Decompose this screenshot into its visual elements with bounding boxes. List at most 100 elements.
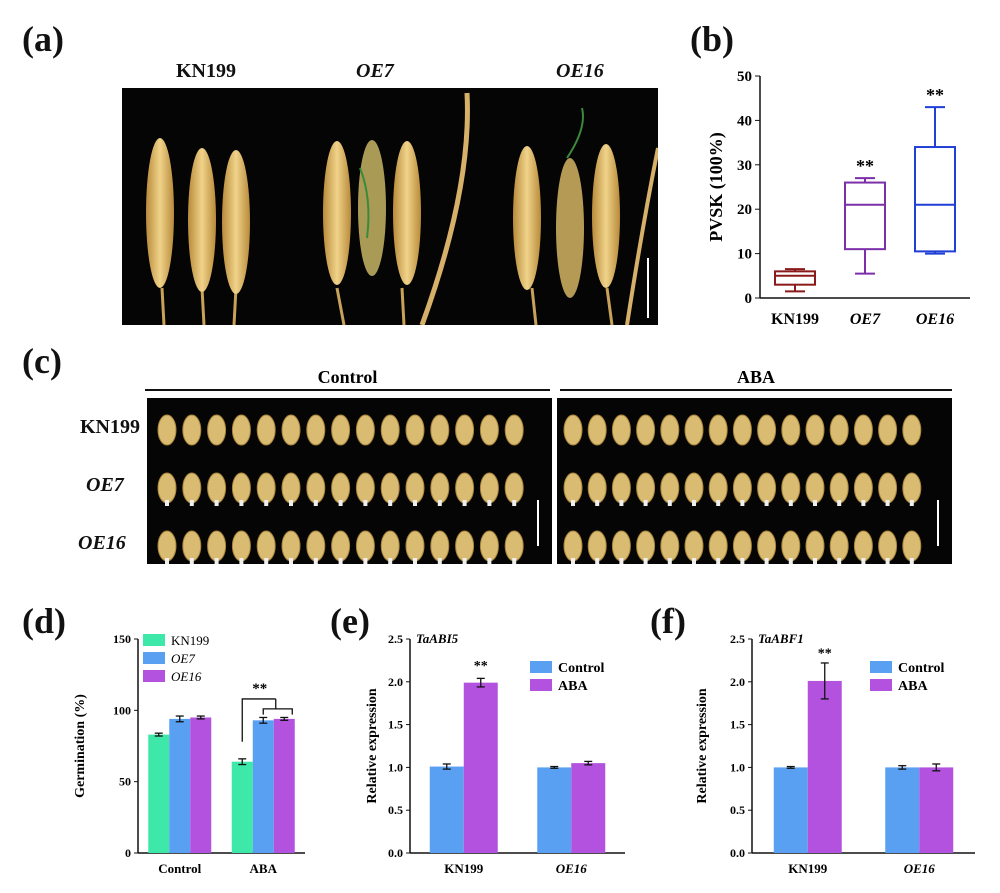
grain <box>157 414 177 446</box>
grain-root <box>861 558 866 564</box>
significance-bracket <box>241 698 276 742</box>
y-tick-label: 40 <box>737 113 752 129</box>
grain <box>805 414 825 446</box>
grain-root <box>813 500 817 506</box>
grain-root <box>338 500 343 506</box>
legend-swatch <box>530 679 552 691</box>
grain-root <box>289 558 293 564</box>
grain-root <box>716 558 721 564</box>
bar <box>919 767 954 853</box>
grain <box>611 414 631 446</box>
grain-root <box>788 500 793 506</box>
grain <box>256 530 276 562</box>
bar <box>885 767 920 853</box>
grain <box>684 530 704 562</box>
grain <box>757 530 777 562</box>
grain <box>611 530 631 562</box>
bar <box>429 766 464 853</box>
y-axis-label: PVSK (100%) <box>706 132 727 242</box>
panel-label-f: (f) <box>650 601 686 641</box>
genotype-label-oe16: OE16 <box>556 60 604 82</box>
grain <box>732 414 752 446</box>
grain-root <box>595 500 600 506</box>
grain-root <box>388 500 393 506</box>
grain-root <box>837 558 842 564</box>
grain <box>430 530 450 562</box>
grain-root <box>716 500 721 506</box>
grain <box>732 530 752 562</box>
grain <box>281 414 301 446</box>
grain <box>380 414 400 446</box>
grain <box>757 472 777 504</box>
panel-label-a: (a) <box>22 19 64 59</box>
y-tick-label: 20 <box>737 202 752 218</box>
y-tick-label: 150 <box>113 632 131 646</box>
grain <box>231 414 251 446</box>
box-body <box>774 270 816 286</box>
significance-marker: ** <box>926 85 944 105</box>
grain-root <box>861 500 866 506</box>
condition-label-control: Control <box>317 367 378 387</box>
grain-root <box>413 558 417 564</box>
grain <box>455 414 475 446</box>
grain-root <box>239 558 244 564</box>
grain-root <box>239 500 244 506</box>
x-tick-label: Control <box>158 861 201 876</box>
grain-illustration-aba <box>563 414 939 564</box>
grain-illustration-control <box>157 414 539 564</box>
legend-swatch <box>870 679 892 691</box>
grain <box>182 530 202 562</box>
grain <box>306 472 326 504</box>
grain <box>708 530 728 562</box>
legend-swatch <box>143 652 165 664</box>
bar <box>273 718 295 853</box>
chart-e: 0.0 0.5 1.0 1.5 2.0 2.5 Relative expression KN1… <box>365 631 625 876</box>
x-tick-label: OE16 <box>556 861 588 876</box>
grain-root <box>619 500 624 506</box>
y-tick-label: 1.0 <box>388 760 403 774</box>
grain-root <box>189 558 194 564</box>
bar <box>773 767 808 853</box>
grain <box>479 530 499 562</box>
grain <box>781 472 801 504</box>
panel-label-b: (b) <box>690 19 734 59</box>
y-tick-label: 30 <box>737 158 752 174</box>
grain <box>805 472 825 504</box>
grain <box>157 472 177 504</box>
grain <box>306 530 326 562</box>
grain-root <box>437 500 442 506</box>
grain-root <box>764 558 769 564</box>
grain <box>829 530 849 562</box>
chart-f: 0.0 0.5 1.0 1.5 2.0 2.5 Relative expression KN1… <box>695 631 975 876</box>
grain-root <box>692 500 696 506</box>
grain <box>455 472 475 504</box>
grain-root <box>667 558 672 564</box>
grain-root <box>595 558 600 564</box>
condition-header-aba: ABA <box>560 365 952 395</box>
grain-root <box>214 500 219 506</box>
grain-root <box>512 500 517 506</box>
grain <box>781 530 801 562</box>
grain-root <box>437 558 442 564</box>
grain <box>878 530 898 562</box>
y-tick-label: 50 <box>737 69 752 85</box>
grain-root <box>413 500 417 506</box>
y-tick-label: 0.0 <box>388 846 403 860</box>
grain <box>281 472 301 504</box>
grain <box>878 414 898 446</box>
grain-root <box>813 558 817 564</box>
grain <box>380 472 400 504</box>
grain <box>405 414 425 446</box>
grain <box>380 530 400 562</box>
significance-marker: ** <box>818 646 832 661</box>
y-axis-label: Relative expression <box>365 688 380 803</box>
grain-root <box>363 558 368 564</box>
x-tick-label: OE7 <box>850 311 881 328</box>
grain <box>405 472 425 504</box>
legend-label: OE7 <box>171 651 195 666</box>
grain <box>708 472 728 504</box>
grain-root <box>512 558 517 564</box>
grain <box>455 530 475 562</box>
legend-swatch <box>143 634 165 646</box>
grain-root <box>909 558 914 564</box>
